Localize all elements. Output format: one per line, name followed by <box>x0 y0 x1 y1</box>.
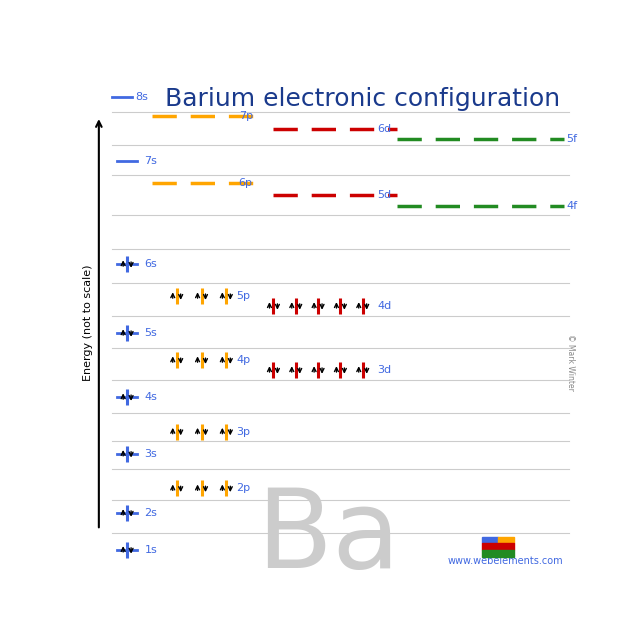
Text: 8s: 8s <box>136 92 148 102</box>
Text: Barium electronic configuration: Barium electronic configuration <box>165 86 560 111</box>
Text: 4d: 4d <box>378 301 392 311</box>
Text: 3s: 3s <box>145 449 157 459</box>
Text: 7p: 7p <box>239 111 253 121</box>
Text: 5p: 5p <box>236 291 250 301</box>
Bar <box>482 536 498 543</box>
Text: 4f: 4f <box>566 201 577 211</box>
Text: 5f: 5f <box>566 134 577 145</box>
Bar <box>482 550 514 557</box>
Text: © Mark Winter: © Mark Winter <box>566 334 575 391</box>
Text: Energy (not to scale): Energy (not to scale) <box>83 265 93 381</box>
Text: 7s: 7s <box>145 156 157 166</box>
Text: 5s: 5s <box>145 328 157 338</box>
Text: 5d: 5d <box>378 190 392 200</box>
Text: 3p: 3p <box>236 427 250 436</box>
Bar <box>498 536 514 543</box>
Text: 4p: 4p <box>236 355 250 365</box>
Text: 6d: 6d <box>378 124 392 134</box>
Text: 4s: 4s <box>145 392 157 402</box>
Text: 6s: 6s <box>145 259 157 269</box>
Text: 3d: 3d <box>378 365 392 375</box>
Text: 1s: 1s <box>145 545 157 555</box>
Text: 6p: 6p <box>239 178 253 188</box>
Text: Ba: Ba <box>256 484 400 591</box>
Text: 2p: 2p <box>236 483 250 493</box>
Bar <box>482 543 514 550</box>
Text: 2s: 2s <box>145 508 157 518</box>
Text: www.webelements.com: www.webelements.com <box>448 556 564 566</box>
